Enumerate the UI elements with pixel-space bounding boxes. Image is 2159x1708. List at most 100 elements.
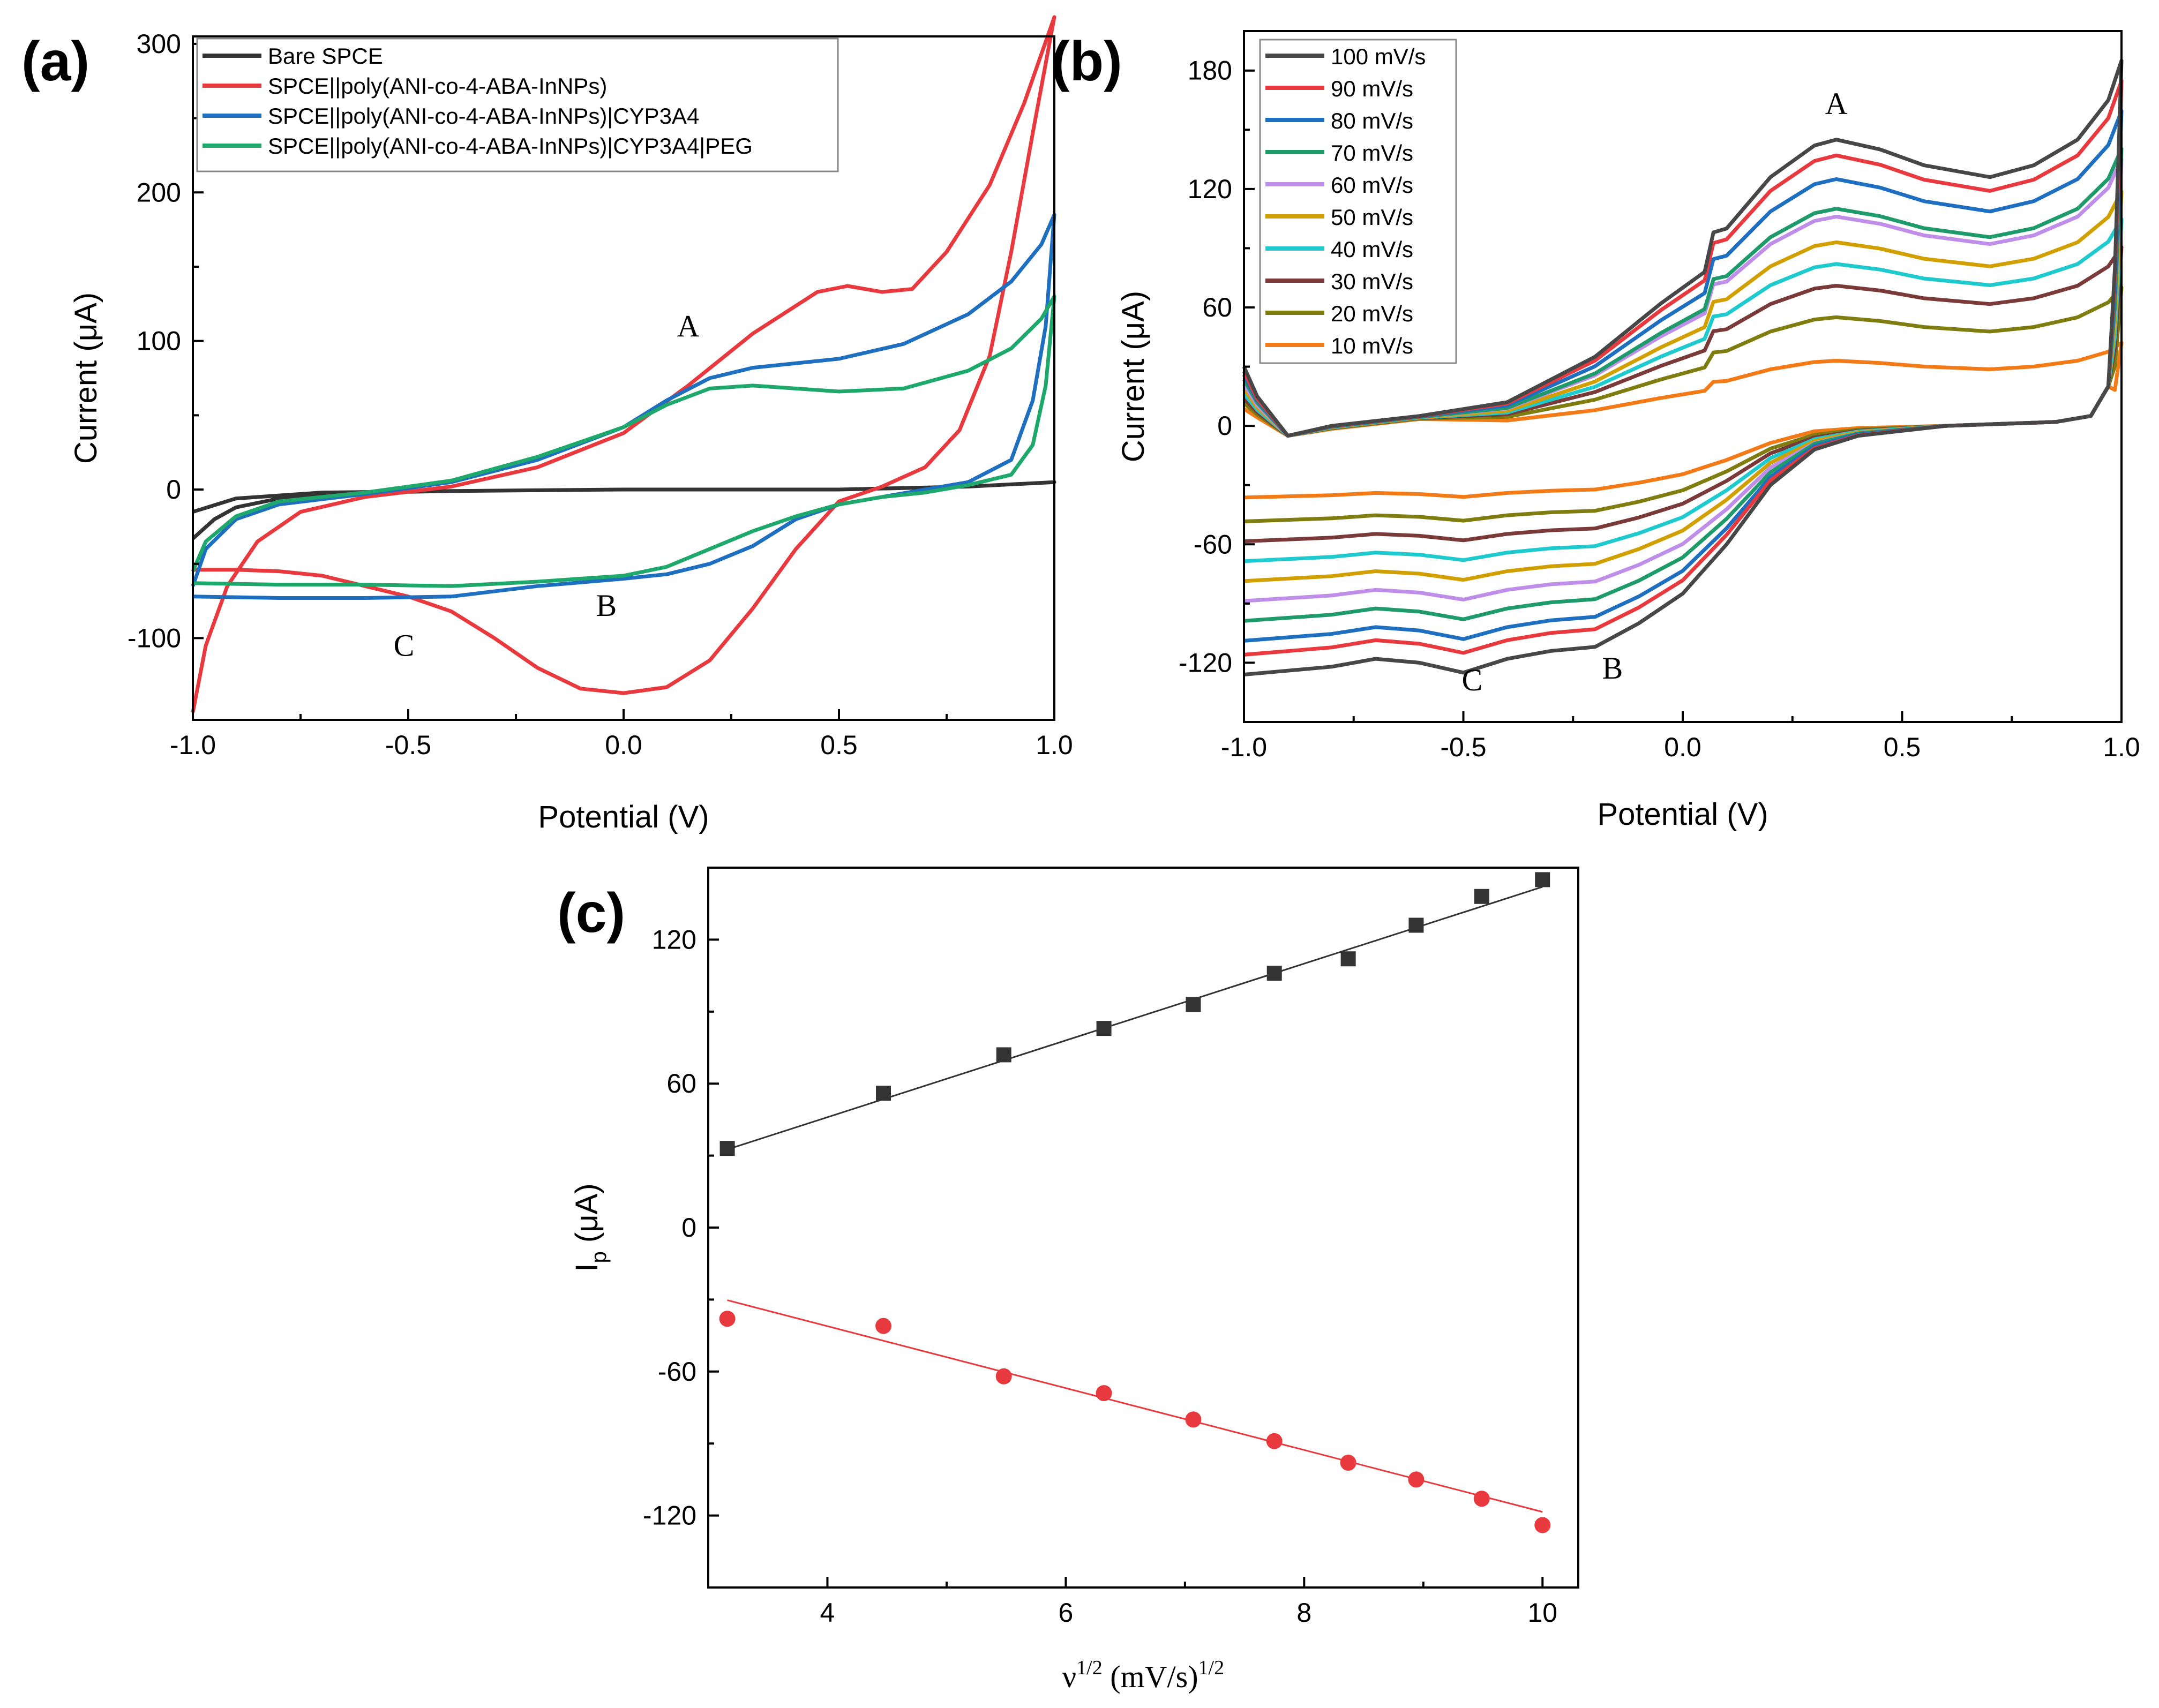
c-y-tick-label: 60 <box>666 1069 696 1098</box>
a-y-tick-label: -100 <box>128 623 181 653</box>
panel-c-anodic-point <box>1474 889 1489 904</box>
panel-a-legend-label: Bare SPCE <box>268 43 383 69</box>
panel-c-cathodic-point <box>1473 1491 1490 1507</box>
b-y-tick-label: -60 <box>1194 529 1232 559</box>
panel-b-legend-label: 60 mV/s <box>1331 172 1413 198</box>
panel-b-legend-label: 30 mV/s <box>1331 269 1413 294</box>
panel-a-y-ticks: -100 0 100 200 300 <box>128 29 204 653</box>
b-y-tick-label: 120 <box>1188 174 1232 204</box>
c-y-tick-label: 0 <box>681 1213 696 1243</box>
panel-a-legend: Bare SPCE SPCE||poly(ANI-co-4-ABA-InNPs) S… <box>196 37 839 172</box>
panel-c-points <box>719 872 1551 1533</box>
panel-b-legend-label: 40 mV/s <box>1331 237 1413 262</box>
panel-a-series-2 <box>191 213 1056 600</box>
a-x-tick-label: 0.5 <box>820 730 858 760</box>
a-x-tick-label: -1.0 <box>170 730 216 760</box>
panel-a: (a) -1.0 -0.5 0.0 0.5 1.0 -100 0 100 200 300 Pot… <box>21 15 1073 834</box>
panel-c-anodic-point <box>1340 951 1356 967</box>
panel-c-fit-line-1 <box>727 1299 1543 1513</box>
panel-c-cathodic-point <box>1185 1411 1202 1428</box>
panel-c-x-axis-label: ν1/2 (mV/s)1/2 <box>1062 1657 1224 1694</box>
panel-a-legend-label: SPCE||poly(ANI-co-4-ABA-InNPs)|CYP3A4 <box>268 103 699 129</box>
a-y-tick-label: 200 <box>137 177 181 207</box>
panel-c-anodic-point <box>719 1141 735 1156</box>
panel-c-cathodic-point <box>719 1311 736 1327</box>
a-annot-label-B: B <box>596 588 617 623</box>
panel-a-series-1 <box>191 15 1056 713</box>
panel-a-label: (a) <box>21 31 89 93</box>
panel-c: (c) 4 6 8 10 -120 -60 0 60 120 ν1/2 (mV/s)1/2 I… <box>557 867 1579 1694</box>
panel-c-anodic-point <box>1266 966 1282 981</box>
c-y-tick-label: -60 <box>658 1357 696 1387</box>
panel-b-legend-label: 20 mV/s <box>1331 301 1413 326</box>
panel-a-y-axis-label: Current (μA) <box>69 292 103 464</box>
b-x-tick-label: -1.0 <box>1221 732 1267 762</box>
panel-b-x-ticks: -1.0 -0.5 0.0 0.5 1.0 <box>1221 711 2140 762</box>
panel-c-cathodic-point <box>1266 1433 1283 1449</box>
panel-a-legend-label: SPCE||poly(ANI-co-4-ABA-InNPs) <box>268 73 607 99</box>
a-x-tick-label: 1.0 <box>1036 730 1073 760</box>
a-y-tick-label: 0 <box>166 475 181 505</box>
panel-b-legend: 100 mV/s 90 mV/s 80 mV/s 70 mV/s 60 mV/s 50 m… <box>1259 39 1457 364</box>
c-x-tick-label: 4 <box>820 1598 835 1628</box>
panel-a-series-3 <box>191 294 1056 588</box>
panel-c-cathodic-point <box>995 1368 1012 1385</box>
panel-c-cathodic-point <box>875 1318 892 1334</box>
panel-c-anodic-point <box>996 1047 1011 1063</box>
panel-b-y-ticks: -120 -60 0 60 120 180 <box>1179 56 1255 678</box>
panel-b-legend-label: 80 mV/s <box>1331 108 1413 133</box>
panel-c-y-ticks: -120 -60 0 60 120 <box>643 924 719 1531</box>
panel-b-legend-label: 50 mV/s <box>1331 205 1413 230</box>
panel-c-fit-lines <box>727 886 1543 1513</box>
panel-a-x-ticks: -1.0 -0.5 0.0 0.5 1.0 <box>170 709 1073 760</box>
panel-b-x-axis-label: Potential (V) <box>1597 797 1768 832</box>
panel-c-y-axis-label: Ip (μA) <box>569 1183 611 1271</box>
panel-c-anodic-point <box>1535 872 1550 887</box>
panel-b: (b) -1.0 -0.5 0.0 0.5 1.0 -120 -60 0 60 120 180 P… <box>1051 30 2140 832</box>
panel-b-label: (b) <box>1051 31 1122 93</box>
b-y-tick-label: 60 <box>1202 292 1232 322</box>
panel-a-legend-label: SPCE||poly(ANI-co-4-ABA-InNPs)|CYP3A4|PE… <box>268 133 753 159</box>
panel-c-anodic-point <box>876 1086 891 1101</box>
c-y-tick-label: -120 <box>643 1501 696 1531</box>
panel-b-annotations: A B C <box>1462 86 1848 697</box>
panel-c-label: (c) <box>557 882 625 944</box>
a-x-tick-label: -0.5 <box>385 730 431 760</box>
panel-b-legend-label: 90 mV/s <box>1331 76 1413 101</box>
a-annot-label-C: C <box>394 628 415 663</box>
b-annot-label-A: A <box>1825 86 1848 121</box>
b-annot-label-B: B <box>1602 651 1623 686</box>
c-y-tick-label: 120 <box>652 924 696 954</box>
a-y-tick-label: 300 <box>137 29 181 59</box>
b-y-tick-label: 180 <box>1188 56 1232 86</box>
panel-c-anodic-point <box>1096 1021 1112 1036</box>
panel-a-series-group <box>191 15 1056 713</box>
panel-c-anodic-point <box>1186 997 1201 1012</box>
c-x-tick-label: 6 <box>1058 1598 1073 1628</box>
panel-b-legend-label: 70 mV/s <box>1331 140 1413 165</box>
panel-a-x-axis-label: Potential (V) <box>538 800 709 834</box>
c-x-tick-label: 10 <box>1527 1598 1557 1628</box>
a-y-tick-label: 100 <box>137 326 181 356</box>
panel-c-cathodic-point <box>1534 1517 1551 1533</box>
panel-b-legend-box <box>1259 39 1457 364</box>
b-annot-label-C: C <box>1462 663 1483 697</box>
panel-b-y-axis-label: Current (μA) <box>1116 291 1151 462</box>
panel-b-legend-label: 10 mV/s <box>1331 333 1413 358</box>
b-y-tick-label: 0 <box>1217 411 1232 441</box>
a-annot-label-A: A <box>677 309 700 343</box>
b-x-tick-label: -0.5 <box>1440 732 1486 762</box>
panel-c-anodic-point <box>1408 917 1424 933</box>
panel-c-cathodic-point <box>1096 1385 1112 1402</box>
b-x-tick-label: 0.5 <box>1884 732 1921 762</box>
panel-c-cathodic-point <box>1340 1455 1356 1471</box>
panel-a-legend-box <box>196 37 839 172</box>
b-x-tick-label: 0.0 <box>1664 732 1701 762</box>
a-x-tick-label: 0.0 <box>605 730 642 760</box>
b-x-tick-label: 1.0 <box>2103 732 2140 762</box>
c-x-tick-label: 8 <box>1296 1598 1311 1628</box>
panel-a-annotations: A B C <box>394 309 700 663</box>
panel-c-x-ticks: 4 6 8 10 <box>820 1577 1557 1628</box>
panel-c-fit-line-0 <box>727 886 1543 1150</box>
